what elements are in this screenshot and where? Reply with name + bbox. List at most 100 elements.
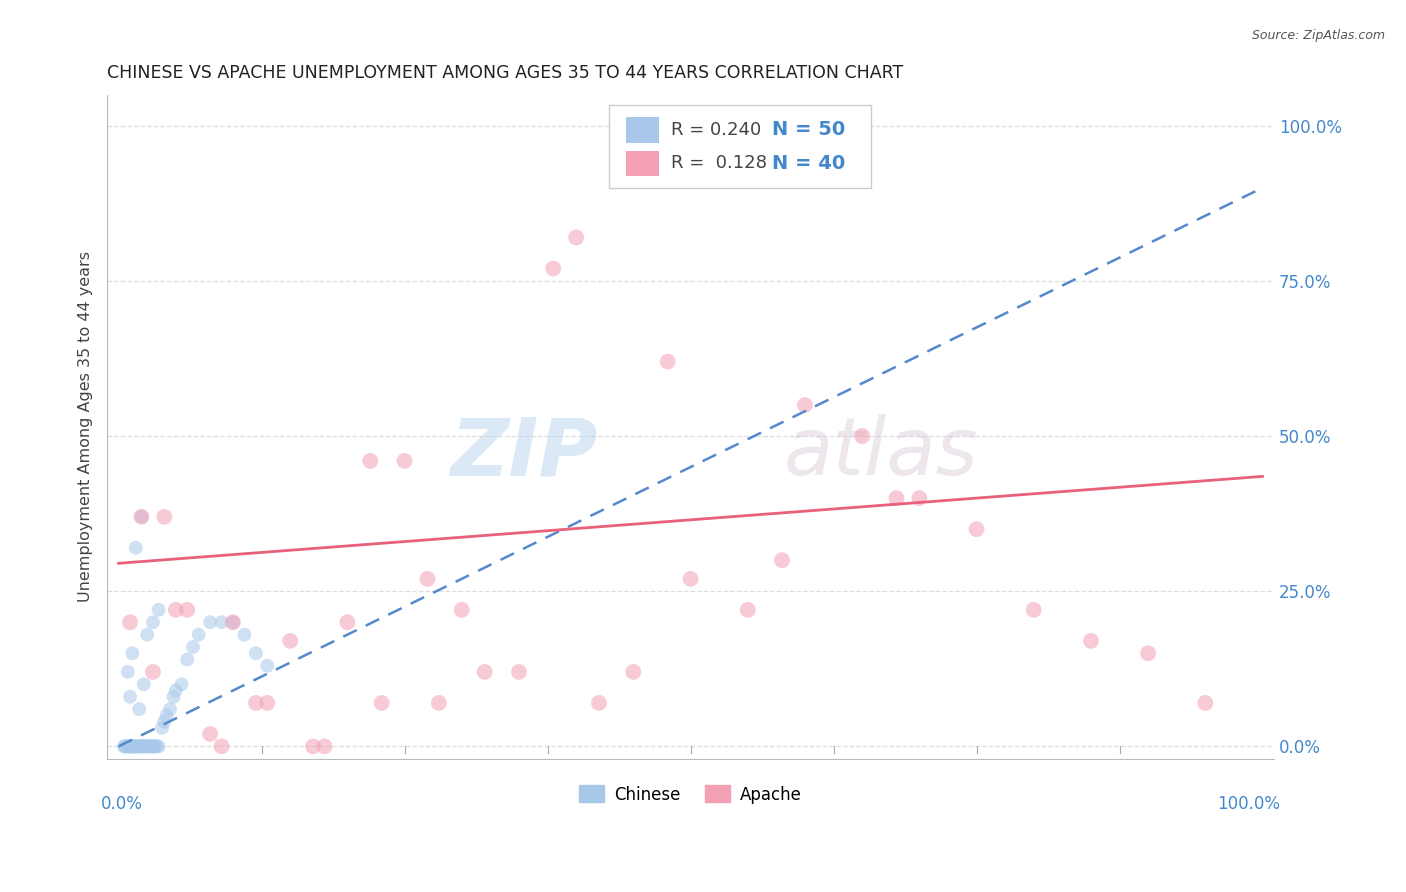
Point bbox=[156, 708, 179, 723]
Point bbox=[278, 633, 301, 648]
Point bbox=[112, 739, 135, 754]
Y-axis label: Unemployment Among Ages 35 to 44 years: Unemployment Among Ages 35 to 44 years bbox=[79, 252, 93, 602]
Text: ZIP: ZIP bbox=[450, 414, 598, 492]
Point bbox=[142, 739, 165, 754]
Point bbox=[198, 615, 221, 630]
Point bbox=[131, 739, 153, 754]
Point bbox=[122, 739, 145, 754]
Point bbox=[129, 739, 152, 754]
FancyBboxPatch shape bbox=[609, 104, 872, 187]
Point bbox=[142, 739, 165, 754]
Point bbox=[127, 739, 149, 754]
Point bbox=[450, 603, 472, 617]
Point bbox=[181, 640, 204, 654]
Point bbox=[153, 509, 176, 524]
Point bbox=[162, 690, 184, 704]
Point bbox=[170, 677, 193, 691]
Point bbox=[222, 615, 245, 630]
Bar bbox=[626, 151, 659, 176]
Point bbox=[145, 739, 167, 754]
Text: atlas: atlas bbox=[785, 414, 979, 492]
Point bbox=[118, 739, 141, 754]
Point bbox=[222, 615, 245, 630]
Point bbox=[187, 628, 209, 642]
Point bbox=[136, 628, 159, 642]
Text: 0.0%: 0.0% bbox=[101, 796, 143, 814]
Point bbox=[966, 522, 988, 536]
Point bbox=[142, 615, 165, 630]
Point bbox=[908, 491, 931, 505]
Point bbox=[427, 696, 450, 710]
Point bbox=[131, 509, 153, 524]
Point bbox=[245, 646, 267, 660]
Point bbox=[118, 739, 141, 754]
Point bbox=[135, 739, 157, 754]
Point bbox=[118, 690, 141, 704]
Point bbox=[657, 354, 679, 368]
Point bbox=[132, 677, 155, 691]
Bar bbox=[626, 118, 659, 143]
Point bbox=[138, 739, 160, 754]
Point bbox=[302, 739, 325, 754]
Point bbox=[508, 665, 530, 679]
Point bbox=[120, 739, 142, 754]
Point bbox=[176, 652, 198, 666]
Point bbox=[131, 739, 153, 754]
Point bbox=[141, 739, 163, 754]
Point bbox=[121, 739, 143, 754]
Point bbox=[112, 739, 135, 754]
Point bbox=[138, 739, 160, 754]
Point bbox=[125, 541, 148, 555]
Point bbox=[118, 739, 141, 754]
Point bbox=[233, 628, 256, 642]
Point bbox=[125, 739, 148, 754]
Point bbox=[1194, 696, 1216, 710]
Text: R = 0.240: R = 0.240 bbox=[671, 121, 761, 139]
Point bbox=[153, 714, 176, 729]
Point bbox=[150, 721, 173, 735]
Point bbox=[336, 615, 359, 630]
Point bbox=[121, 646, 143, 660]
Point bbox=[256, 696, 278, 710]
Point bbox=[851, 429, 873, 443]
Point bbox=[117, 739, 139, 754]
Point bbox=[256, 658, 278, 673]
Point bbox=[211, 739, 233, 754]
Point bbox=[115, 739, 138, 754]
Text: R =  0.128: R = 0.128 bbox=[671, 154, 766, 172]
Point bbox=[886, 491, 908, 505]
Point bbox=[474, 665, 496, 679]
Point bbox=[118, 615, 141, 630]
Point bbox=[245, 696, 267, 710]
Point bbox=[1080, 633, 1102, 648]
Text: Source: ZipAtlas.com: Source: ZipAtlas.com bbox=[1251, 29, 1385, 42]
Point bbox=[148, 603, 170, 617]
Point bbox=[370, 696, 392, 710]
Point bbox=[117, 665, 139, 679]
Point bbox=[737, 603, 759, 617]
Point bbox=[588, 696, 610, 710]
Point bbox=[679, 572, 702, 586]
Point bbox=[1137, 646, 1160, 660]
Point bbox=[142, 665, 165, 679]
Point bbox=[621, 665, 644, 679]
Point bbox=[131, 739, 153, 754]
Point bbox=[131, 509, 153, 524]
Point bbox=[159, 702, 181, 716]
Point bbox=[165, 683, 187, 698]
Point bbox=[565, 230, 588, 244]
Point bbox=[124, 739, 146, 754]
Text: N = 40: N = 40 bbox=[772, 153, 845, 173]
Point bbox=[359, 454, 381, 468]
Point bbox=[148, 739, 170, 754]
Point bbox=[165, 603, 187, 617]
Point bbox=[136, 739, 159, 754]
Point bbox=[134, 739, 156, 754]
Point bbox=[314, 739, 336, 754]
Legend: Chinese, Apache: Chinese, Apache bbox=[572, 779, 808, 810]
Point bbox=[128, 702, 150, 716]
Point bbox=[793, 398, 815, 412]
Point bbox=[198, 727, 221, 741]
Point bbox=[176, 603, 198, 617]
Point bbox=[543, 261, 565, 276]
